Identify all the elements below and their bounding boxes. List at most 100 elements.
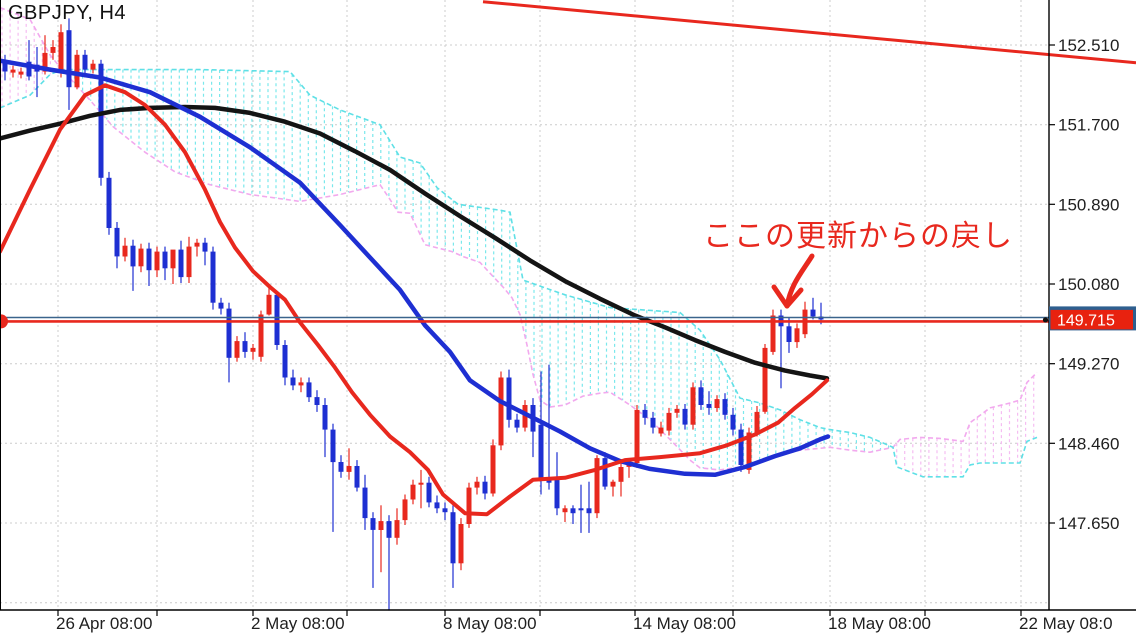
candle-body [434, 502, 440, 509]
candle-body [706, 404, 712, 408]
candle-body [418, 482, 424, 485]
candle-body [242, 341, 248, 352]
price-axis[interactable]: 152.510 151.700 150.890 150.080 149.270 148.4… [1049, 36, 1119, 533]
candle-body [306, 382, 312, 398]
candle-body [138, 248, 144, 267]
candle-body [402, 499, 408, 521]
candle-body [506, 377, 512, 420]
candle-body [26, 61, 32, 77]
candle-body [370, 518, 376, 530]
y-axis-label: 150.890 [1058, 195, 1119, 214]
candle-body [410, 484, 416, 500]
annotation-text[interactable]: ここの更新からの戻し [703, 220, 1013, 253]
line-left-marker [0, 314, 8, 329]
candle-body [586, 508, 592, 514]
candle-body [58, 32, 64, 73]
candle-body [378, 521, 384, 530]
candle-body [522, 405, 528, 428]
price-badge: 149.715 [1042, 306, 1136, 331]
ma-black [0, 104, 830, 381]
candle-body [354, 466, 360, 488]
candle-body [794, 328, 800, 343]
candle-body [82, 54, 88, 70]
candle-body [194, 242, 200, 247]
candle-body [130, 245, 136, 267]
candle-body [386, 521, 392, 538]
candle-body [602, 458, 608, 487]
candle-body [810, 309, 816, 317]
annotation-arrow[interactable] [771, 253, 815, 309]
candle-body [2, 61, 8, 72]
candle-body [314, 397, 320, 405]
candle-body [570, 508, 576, 514]
candle-body [514, 419, 520, 428]
candle-body [746, 432, 752, 470]
candle-body [162, 251, 168, 269]
candle-body [338, 462, 344, 472]
candle-body [290, 377, 296, 386]
candle-body [362, 487, 368, 519]
candle-body [474, 481, 480, 488]
y-axis-label: 149.270 [1058, 355, 1119, 374]
candle-body [322, 405, 328, 430]
time-axis[interactable]: 26 Apr 08:00 2 May 08:00 8 May 08:00 14 May… [56, 610, 1113, 633]
candle-body [282, 345, 288, 378]
candle-body [722, 399, 728, 415]
grid-layer [0, 0, 1049, 610]
candle-body [114, 227, 120, 257]
candle-body [74, 54, 80, 88]
candle-body [666, 412, 672, 431]
candle-body [234, 341, 240, 358]
candle-body [442, 508, 448, 513]
candle-body [146, 248, 152, 271]
candle-body [674, 408, 680, 413]
candle-body [698, 387, 704, 405]
y-axis-label: 147.650 [1058, 514, 1119, 533]
candle-body [346, 466, 352, 472]
candle-body [498, 377, 504, 446]
descending-trendline[interactable] [482, 0, 1136, 65]
symbol-title: GBPJPY, H4 [8, 2, 127, 24]
candle-body [330, 429, 336, 463]
candle-body [298, 382, 304, 386]
candle-body [90, 63, 96, 70]
price-badge-value: 149.715 [1057, 312, 1115, 329]
y-axis-label: 150.080 [1058, 275, 1119, 294]
plot-frame [0, 0, 1136, 611]
ma-blue [0, 58, 831, 478]
candle-body [554, 478, 560, 509]
candle-body [250, 347, 256, 352]
candle-body [274, 294, 280, 345]
candle-body [122, 245, 128, 257]
x-axis-label: 26 Apr 08:00 [56, 614, 152, 633]
candle-body [650, 417, 656, 428]
price-marker-dot [1042, 317, 1049, 323]
candle-body [106, 177, 112, 228]
candle-body [186, 246, 192, 278]
ma-red [0, 83, 829, 517]
candle-body [394, 520, 400, 538]
candle-body [770, 315, 776, 352]
candle-body [178, 249, 184, 278]
candle-body [762, 347, 768, 412]
candle-body [258, 314, 264, 357]
candle-body [618, 467, 624, 482]
candle-body [10, 69, 16, 73]
y-axis-label: 151.700 [1058, 116, 1119, 135]
candle-body [682, 408, 688, 425]
candle-body [690, 387, 696, 425]
candle-body [18, 71, 24, 75]
candle-body [426, 482, 432, 503]
x-axis-label: 8 May 08:00 [443, 614, 537, 633]
candle-body [594, 458, 600, 514]
candle-body [202, 242, 208, 252]
candle-body [226, 308, 232, 358]
x-axis-label: 18 May 08:00 [828, 614, 931, 633]
candle-body [738, 429, 744, 465]
candle-body [210, 251, 216, 303]
x-axis-label: 2 May 08:00 [251, 614, 345, 633]
candle-body [578, 508, 584, 511]
candle-body [50, 47, 56, 53]
